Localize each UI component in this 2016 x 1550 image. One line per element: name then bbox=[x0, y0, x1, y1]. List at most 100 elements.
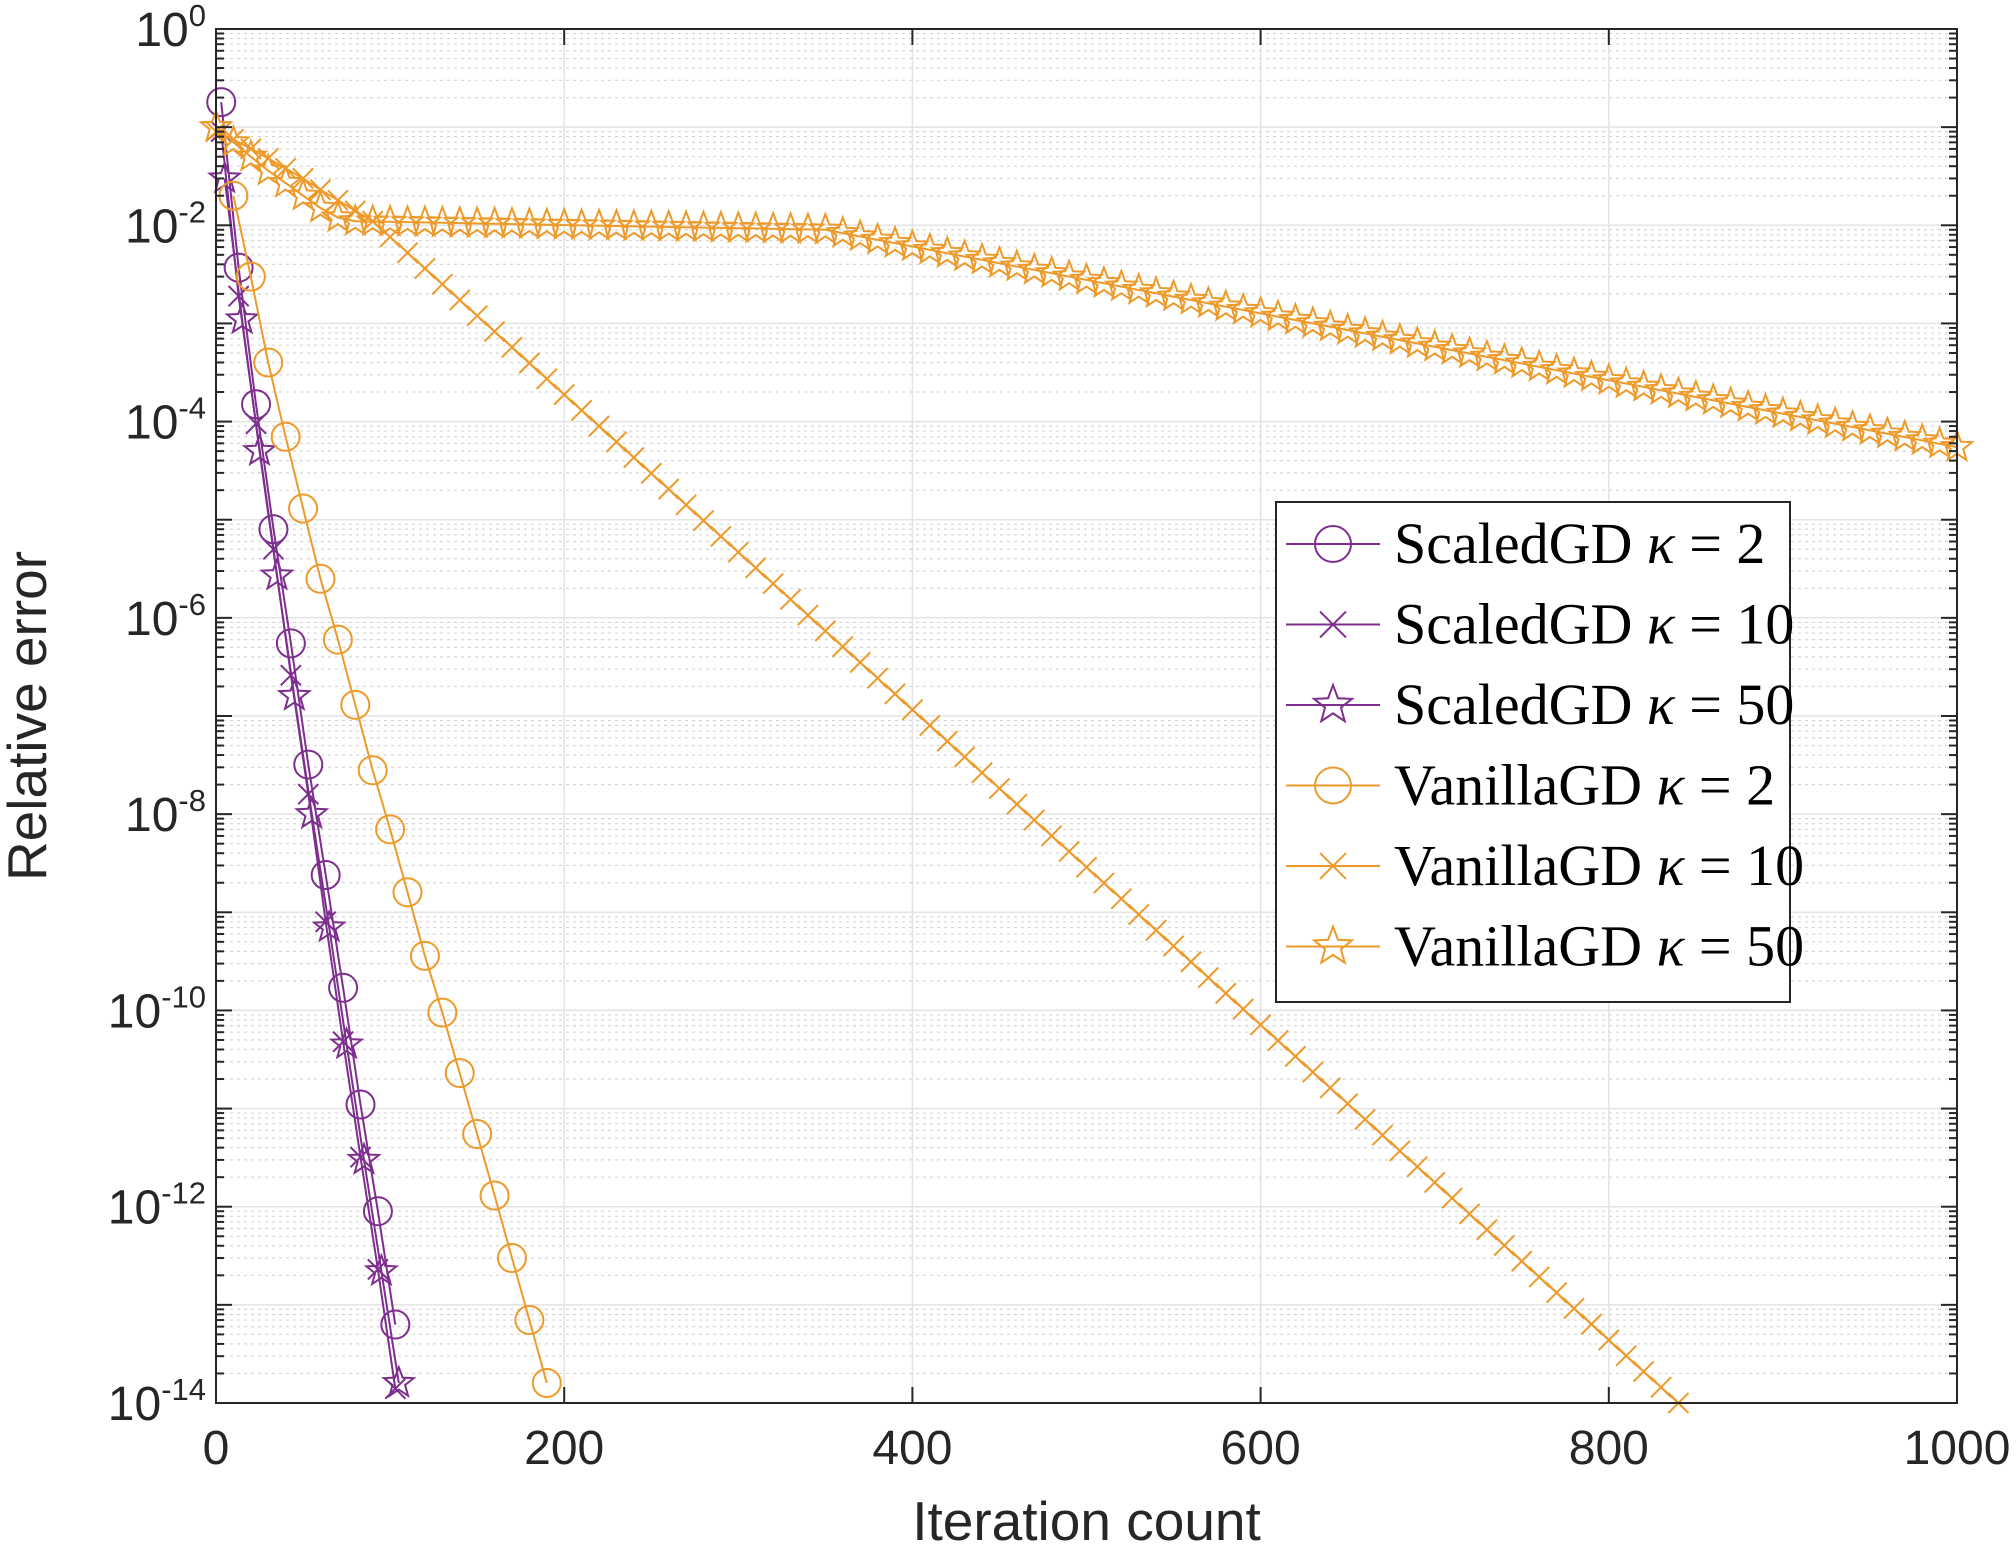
data-point bbox=[946, 237, 983, 272]
data-point bbox=[345, 1089, 376, 1120]
data-point bbox=[518, 352, 541, 374]
data-point bbox=[1040, 824, 1063, 847]
data-point bbox=[431, 273, 454, 296]
x-tick-label: 800 bbox=[1569, 1422, 1649, 1475]
data-point bbox=[1382, 321, 1418, 356]
data-point bbox=[496, 1243, 527, 1274]
data-point bbox=[1389, 1140, 1411, 1162]
data-point bbox=[849, 651, 871, 674]
legend-label: ScaledGD κ = 2 bbox=[1394, 511, 1765, 576]
data-point bbox=[929, 234, 965, 269]
data-point bbox=[884, 683, 906, 705]
data-point bbox=[294, 795, 330, 830]
data-point bbox=[1302, 1061, 1324, 1083]
data-point bbox=[842, 217, 878, 252]
data-point bbox=[444, 1058, 475, 1089]
series-layer bbox=[198, 87, 1975, 1414]
data-point bbox=[1260, 298, 1296, 332]
data-point bbox=[1155, 278, 1192, 312]
legend-entry: VanillaGD κ = 50 bbox=[1286, 914, 1804, 979]
data-point bbox=[233, 138, 269, 172]
data-point bbox=[1486, 341, 1523, 376]
data-point bbox=[349, 1146, 372, 1168]
data-point bbox=[831, 635, 854, 658]
legend-marker bbox=[1314, 525, 1352, 563]
data-point bbox=[479, 1180, 510, 1211]
data-point bbox=[703, 209, 739, 243]
data-point bbox=[1208, 288, 1244, 322]
series-line bbox=[220, 101, 397, 1325]
data-point bbox=[288, 493, 319, 524]
data-point bbox=[1364, 318, 1401, 352]
legend-entry: ScaledGD κ = 50 bbox=[1286, 672, 1794, 737]
data-point bbox=[807, 211, 844, 245]
data-point bbox=[1006, 793, 1028, 816]
data-point bbox=[442, 204, 478, 239]
data-point bbox=[563, 206, 600, 241]
data-point bbox=[1075, 856, 1098, 879]
data-point bbox=[1068, 261, 1105, 295]
tick-marks bbox=[215, 28, 1958, 1404]
data-point bbox=[1284, 1045, 1307, 1068]
data-point bbox=[240, 138, 262, 160]
data-point bbox=[1225, 291, 1261, 326]
data-point bbox=[305, 563, 336, 594]
data-point bbox=[988, 777, 1011, 800]
data-point bbox=[999, 247, 1035, 282]
data-point bbox=[424, 204, 461, 238]
data-point bbox=[511, 205, 548, 240]
legend-entry: VanillaGD κ = 10 bbox=[1286, 833, 1804, 898]
data-point bbox=[1817, 405, 1853, 439]
data-point bbox=[1632, 1360, 1655, 1383]
data-point bbox=[1800, 401, 1836, 436]
data-point bbox=[1493, 1234, 1516, 1257]
data-point bbox=[529, 206, 565, 240]
data-point bbox=[1834, 408, 1871, 443]
data-point bbox=[380, 1309, 411, 1340]
data-point bbox=[1887, 418, 1923, 453]
data-point bbox=[1214, 982, 1237, 1005]
y-tick-label: 10-8 bbox=[125, 783, 206, 842]
data-point bbox=[720, 209, 756, 244]
data-point bbox=[346, 1141, 382, 1175]
data-point bbox=[396, 241, 419, 264]
data-point bbox=[501, 336, 523, 359]
legend-marker bbox=[1311, 923, 1355, 965]
data-point bbox=[1782, 398, 1819, 433]
data-point bbox=[797, 604, 819, 626]
data-point bbox=[328, 972, 359, 1003]
data-point bbox=[1521, 348, 1557, 382]
data-point bbox=[448, 289, 471, 311]
legend-label: VanillaGD κ = 2 bbox=[1394, 753, 1775, 818]
data-point bbox=[1451, 334, 1488, 369]
data-point bbox=[310, 859, 341, 890]
data-point bbox=[270, 421, 301, 452]
legend-label: VanillaGD κ = 10 bbox=[1394, 833, 1804, 898]
data-point bbox=[1197, 966, 1220, 989]
data-point bbox=[901, 698, 924, 721]
data-point bbox=[1660, 374, 1697, 409]
data-point bbox=[253, 347, 284, 378]
data-point bbox=[1232, 998, 1254, 1020]
data-point bbox=[859, 221, 896, 255]
data-point bbox=[953, 746, 976, 768]
data-point bbox=[755, 210, 791, 244]
data-point bbox=[790, 210, 826, 245]
data-point bbox=[1643, 371, 1679, 406]
data-point bbox=[936, 730, 959, 752]
y-tick-label: 10-10 bbox=[108, 979, 206, 1038]
x-tick-label: 0 bbox=[203, 1422, 230, 1475]
data-point bbox=[536, 368, 558, 390]
data-point bbox=[685, 208, 722, 243]
data-point bbox=[224, 300, 260, 335]
data-point bbox=[779, 588, 802, 611]
data-point bbox=[514, 1305, 545, 1336]
legend-marker bbox=[1319, 610, 1347, 639]
data-point bbox=[1573, 358, 1610, 392]
data-point bbox=[320, 198, 356, 233]
data-point bbox=[1615, 1344, 1637, 1367]
legend-label: ScaledGD κ = 10 bbox=[1394, 592, 1794, 657]
series-vanillagd-kappa-2 bbox=[218, 180, 562, 1398]
data-point bbox=[1086, 264, 1122, 299]
